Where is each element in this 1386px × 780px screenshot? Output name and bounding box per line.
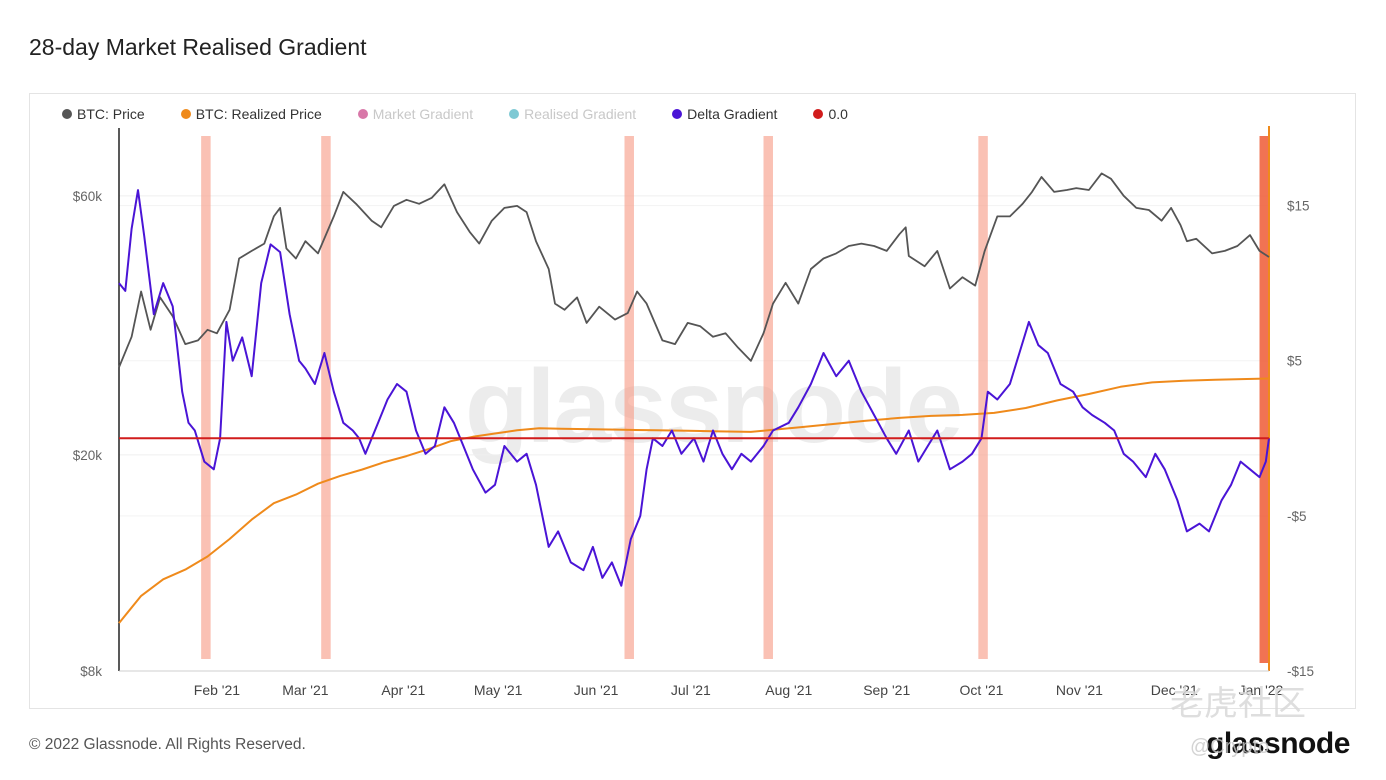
x-tick-label: Jul '21 [671,682,711,698]
copyright-footer: © 2022 Glassnode. All Rights Reserved. [29,736,306,753]
legend-label: 0.0 [828,106,848,122]
legend-dot-icon [672,109,683,119]
brand-logo: glassnode [1206,727,1350,760]
legend-dot-icon [813,109,824,119]
x-tick-label: Sep '21 [863,682,910,698]
delta-gradient-line [118,189,1270,587]
legend-item-zero-line[interactable]: 0.0 [813,105,848,123]
legend-label: Market Gradient [372,106,474,122]
y-left-tick-label: $20k [73,448,103,463]
legend-dot-icon [357,109,368,119]
y-left-tick-label: $8k [80,664,102,679]
x-tick-label: Feb '21 [194,682,240,698]
highlight-band [201,136,211,659]
y-right-tick-label: $5 [1287,354,1302,369]
x-tick-label: Mar '21 [282,682,328,698]
chart-title: 28-day Market Realised Gradient [29,34,367,60]
y-right-tick-label: -$15 [1287,664,1314,679]
x-tick-label: Jun '21 [574,682,619,698]
legend-label: BTC: Realized Price [195,106,322,122]
handle-watermark: @Crypto [1190,736,1270,758]
y-left-tick-label: $60k [73,189,103,204]
highlight-band [1259,136,1269,663]
legend-item-realised-gradient[interactable]: Realised Gradient [509,105,636,123]
legend-label: Delta Gradient [687,106,778,122]
legend-dot-icon [509,109,520,119]
y-right-tick-label: -$5 [1287,509,1307,524]
highlight-band [978,136,988,659]
realized-price-line [118,377,1270,624]
highlight-band [624,136,634,659]
legend-item-delta-gradient[interactable]: Delta Gradient [672,105,777,123]
highlight-band [321,136,331,659]
legend-dot-icon [62,109,72,119]
highlight-band [763,136,773,659]
y-right-tick-label: $15 [1287,199,1310,214]
x-tick-label: Jan '22 [1239,682,1284,698]
background-watermark: glassnode [465,349,963,465]
x-tick-label: Dec '21 [1151,682,1198,698]
x-tick-label: Oct '21 [960,682,1004,698]
x-tick-label: Apr '21 [381,682,425,698]
chart-legend: BTC: Price BTC: Realized Price Market Gr… [62,105,848,123]
price-line [118,172,1270,368]
legend-dot-icon [180,109,191,119]
community-watermark: 老虎社区 [1170,685,1306,723]
legend-item-btc-price[interactable]: BTC: Price [62,105,145,123]
legend-label: Realised Gradient [524,106,637,122]
x-tick-label: Aug '21 [765,682,812,698]
x-tick-label: Nov '21 [1056,682,1103,698]
legend-label: BTC: Price [77,106,145,122]
chart-panel [29,93,1356,709]
legend-item-market-gradient[interactable]: Market Gradient [357,105,474,123]
x-tick-label: May '21 [474,682,523,698]
legend-item-btc-realized-price[interactable]: BTC: Realized Price [180,105,322,123]
